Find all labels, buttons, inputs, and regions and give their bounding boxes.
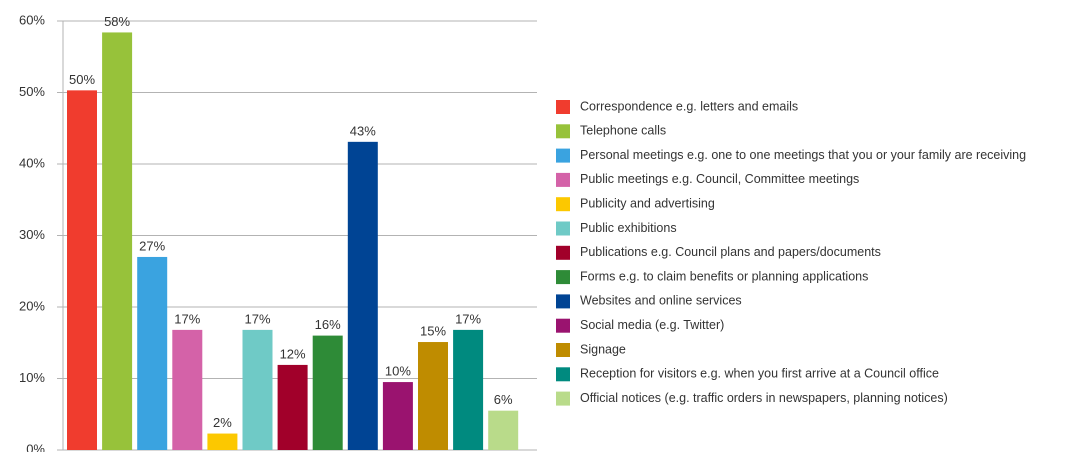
bar	[102, 32, 133, 450]
data-label: 17%	[174, 311, 200, 326]
legend-swatch	[556, 100, 570, 114]
legend-swatch	[556, 148, 570, 163]
legend-swatch	[556, 294, 570, 309]
bar	[172, 329, 203, 450]
legend-label: Publicity and advertising	[580, 196, 715, 210]
y-tick-label: 30%	[19, 227, 45, 242]
legend-label: Public meetings e.g. Council, Committee …	[580, 172, 859, 186]
bar	[312, 335, 343, 450]
legend-swatch	[556, 197, 570, 212]
legend-swatch	[556, 221, 570, 236]
legend-swatch	[556, 270, 570, 285]
data-label: 58%	[104, 14, 130, 29]
legend-swatch	[556, 124, 570, 139]
legend-label: Telephone calls	[580, 124, 666, 138]
data-label: 15%	[420, 323, 446, 338]
y-tick-label: 0%	[26, 441, 45, 452]
data-label: 6%	[494, 392, 513, 407]
bar	[418, 342, 448, 450]
y-tick-label: 20%	[19, 298, 45, 313]
bar	[207, 433, 238, 450]
legend-label: Forms e.g. to claim benefits or planning…	[580, 269, 868, 283]
data-label: 50%	[69, 72, 95, 87]
bar	[67, 90, 97, 450]
legend-swatch	[556, 343, 570, 357]
bar	[453, 329, 484, 450]
bar	[382, 382, 413, 450]
legend-swatch	[556, 367, 570, 382]
bar	[277, 364, 308, 450]
legend-swatch	[556, 245, 570, 260]
data-label: 10%	[385, 364, 411, 379]
bar	[242, 329, 273, 450]
data-label: 12%	[280, 346, 306, 361]
data-label: 43%	[350, 123, 376, 138]
data-label: 17%	[455, 311, 481, 326]
legend-label: Official notices (e.g. traffic orders in…	[580, 391, 948, 405]
bar	[488, 410, 519, 450]
legend-swatch	[556, 391, 570, 406]
legend-swatch	[556, 318, 570, 333]
data-label: 17%	[244, 311, 270, 326]
y-tick-label: 60%	[19, 12, 45, 27]
legend-label: Public exhibitions	[580, 221, 677, 235]
bar	[347, 141, 378, 450]
legend-label: Signage	[580, 342, 626, 356]
legend-swatch	[556, 172, 570, 187]
legend-label: Publications e.g. Council plans and pape…	[580, 245, 881, 259]
bar	[137, 256, 168, 450]
data-label: 27%	[139, 238, 165, 253]
legend-label: Social media (e.g. Twitter)	[580, 318, 724, 332]
y-tick-label: 50%	[19, 84, 45, 99]
legend-label: Reception for visitors e.g. when you fir…	[580, 367, 939, 381]
legend-label: Websites and online services	[580, 294, 742, 308]
data-label: 16%	[315, 317, 341, 332]
y-tick-label: 40%	[19, 155, 45, 170]
legend-label: Correspondence e.g. letters and emails	[580, 99, 798, 113]
y-tick-label: 10%	[19, 370, 45, 385]
data-label: 2%	[213, 415, 232, 430]
legend-label: Personal meetings e.g. one to one meetin…	[580, 148, 1026, 162]
